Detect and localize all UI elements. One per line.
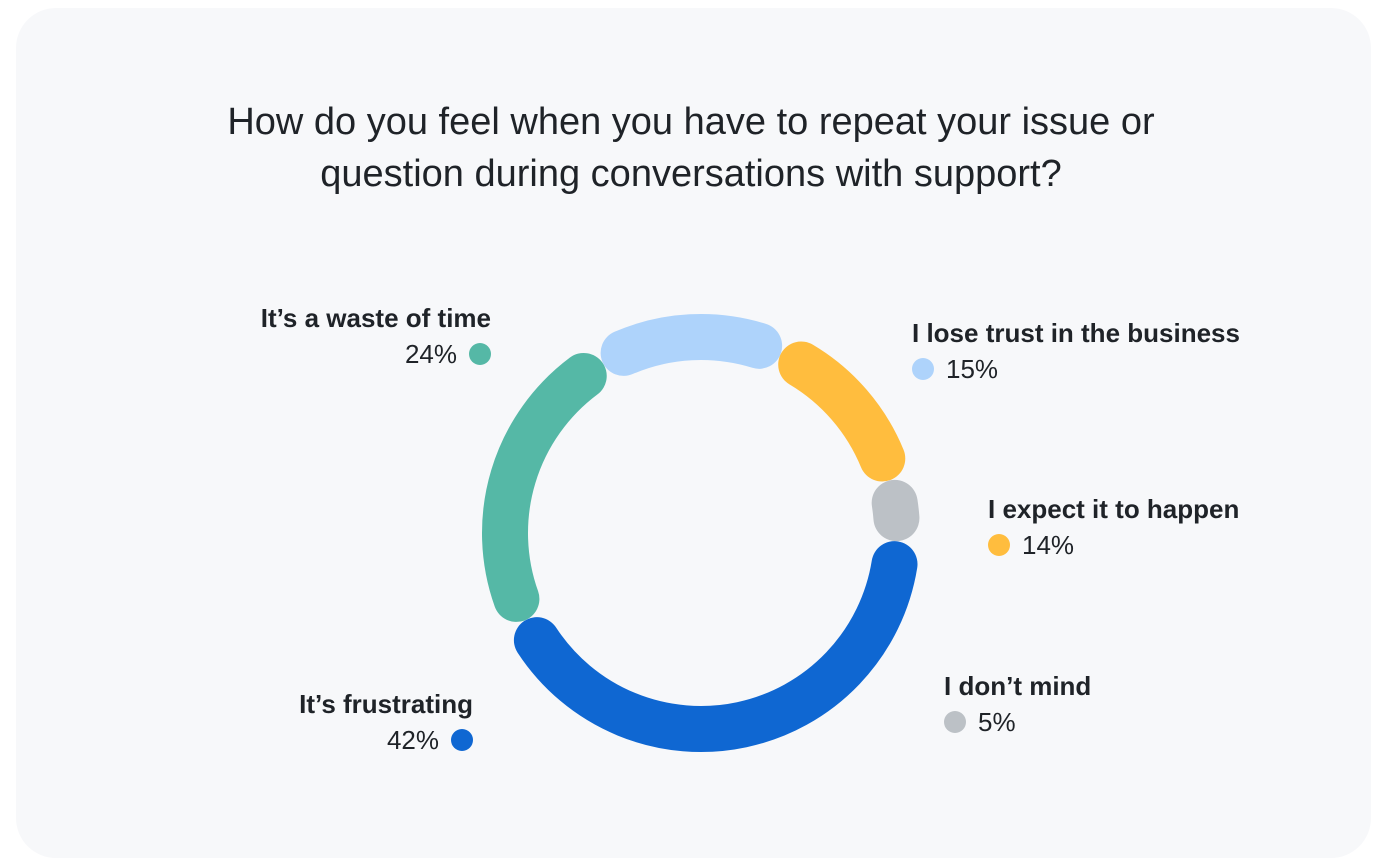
legend-waste-of-time: It’s a waste of time 24% [261, 302, 491, 370]
legend-frustrating: It’s frustrating 42% [299, 688, 473, 756]
chart-title-line-2: question during conversations with suppo… [320, 153, 1062, 195]
arc-dont-mind [871, 479, 920, 542]
legend-dont-mind: I don’t mind 5% [944, 670, 1091, 738]
legend-lose-trust: I lose trust in the business 15% [912, 317, 1240, 385]
legend-label-lose-trust: I lose trust in the business [912, 318, 1240, 348]
legend-label-frustrating: It’s frustrating [299, 689, 473, 719]
legend-value-waste-of-time: 24% [404, 339, 457, 369]
arc-waste-of-time [482, 352, 607, 622]
legend-value-lose-trust: 15% [946, 354, 999, 384]
legend-label-dont-mind: I don’t mind [944, 671, 1092, 701]
arc-expect-it [778, 341, 906, 482]
legend-dot-expect-it [988, 534, 1010, 556]
legend-dot-dont-mind [944, 711, 966, 733]
legend-value-expect-it: 14% [1022, 530, 1075, 560]
legend-dot-waste-of-time [469, 343, 491, 365]
arc-lose-trust [600, 314, 783, 376]
legend-dot-frustrating [451, 729, 473, 751]
chart-title-line-1: How do you feel when you have to repeat … [227, 101, 1155, 143]
legend-label-expect-it: I expect it to happen [988, 494, 1240, 524]
legend-label-waste-of-time: It’s a waste of time [260, 303, 491, 333]
legend-dot-lose-trust [912, 358, 934, 380]
legend-value-frustrating: 42% [386, 725, 439, 755]
arc-frustrating [513, 541, 918, 752]
legend-expect-it: I expect it to happen 14% [988, 493, 1239, 561]
donut-arcs [482, 314, 920, 752]
chart-title: How do you feel when you have to repeat … [0, 96, 1382, 200]
legend-value-dont-mind: 5% [978, 707, 1016, 737]
